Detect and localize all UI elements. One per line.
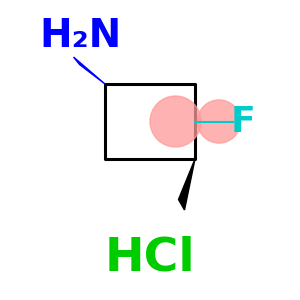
Circle shape (150, 96, 201, 147)
Polygon shape (178, 159, 195, 210)
Text: HCl: HCl (105, 236, 195, 280)
Polygon shape (74, 57, 105, 84)
Circle shape (197, 100, 241, 143)
Text: F: F (231, 104, 255, 139)
Text: H₂N: H₂N (39, 17, 121, 55)
